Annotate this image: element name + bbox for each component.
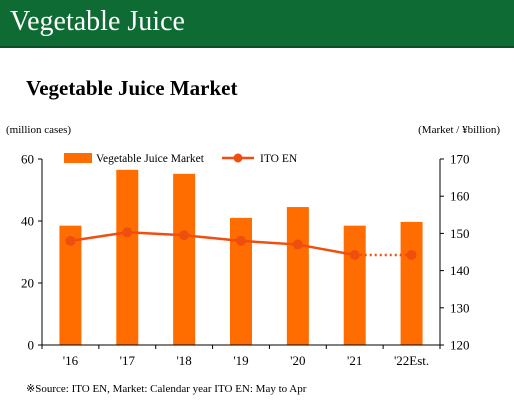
source-note: ※Source: ITO EN, Market: Calendar year I… — [26, 383, 307, 395]
x-tick-label-4: '20 — [290, 353, 305, 368]
right-tick-label-3: 150 — [450, 226, 470, 241]
left-tick-label-2: 40 — [21, 214, 34, 229]
ito-en-point-4 — [292, 239, 303, 250]
ito-en-point-3 — [236, 235, 246, 246]
x-tick-label-3: '19 — [233, 353, 248, 368]
x-tick-label-0: '16 — [63, 353, 79, 368]
bar-0 — [59, 225, 82, 345]
ito-en-point-2 — [179, 230, 190, 241]
right-tick-label-4: 160 — [450, 189, 470, 204]
right-tick-label-5: 170 — [450, 152, 470, 167]
right-tick-label-1: 130 — [450, 300, 470, 315]
right-axis-label: (Market / ¥billion) — [418, 124, 500, 136]
ito-en-point-6 — [406, 249, 417, 260]
x-tick-label-1: '17 — [120, 353, 136, 368]
left-tick-label-0: 0 — [28, 338, 35, 353]
x-tick-label-5: '21 — [347, 353, 362, 368]
bar-2 — [173, 173, 196, 345]
left-axis-label: (million cases) — [6, 124, 72, 136]
x-tick-label-6: '22Est. — [394, 353, 429, 368]
ito-en-point-0 — [65, 235, 76, 246]
bar-5 — [343, 225, 366, 345]
bar-3 — [230, 217, 252, 345]
chart-title: Vegetable Juice Market — [26, 76, 238, 100]
ito-en-line — [70, 231, 355, 257]
legend-bar-swatch — [64, 153, 92, 163]
legend-line-marker — [233, 153, 243, 163]
ito-en-point-1 — [122, 227, 133, 238]
bar-1 — [116, 169, 139, 345]
x-tick-label-2: '18 — [176, 353, 191, 368]
legend-line-label: ITO EN — [260, 153, 298, 165]
bar-4 — [286, 207, 309, 345]
left-tick-label-3: 60 — [21, 152, 34, 167]
left-tick-label-1: 20 — [21, 276, 34, 291]
right-tick-label-2: 140 — [450, 263, 470, 278]
header-banner: Vegetable Juice — [0, 0, 514, 48]
ito-en-point-5 — [349, 249, 360, 260]
right-tick-label-0: 120 — [450, 338, 470, 353]
legend-bar-label: Vegetable Juice Market — [96, 153, 205, 165]
header-title: Vegetable Juice — [10, 6, 185, 37]
bar-6 — [400, 221, 423, 345]
